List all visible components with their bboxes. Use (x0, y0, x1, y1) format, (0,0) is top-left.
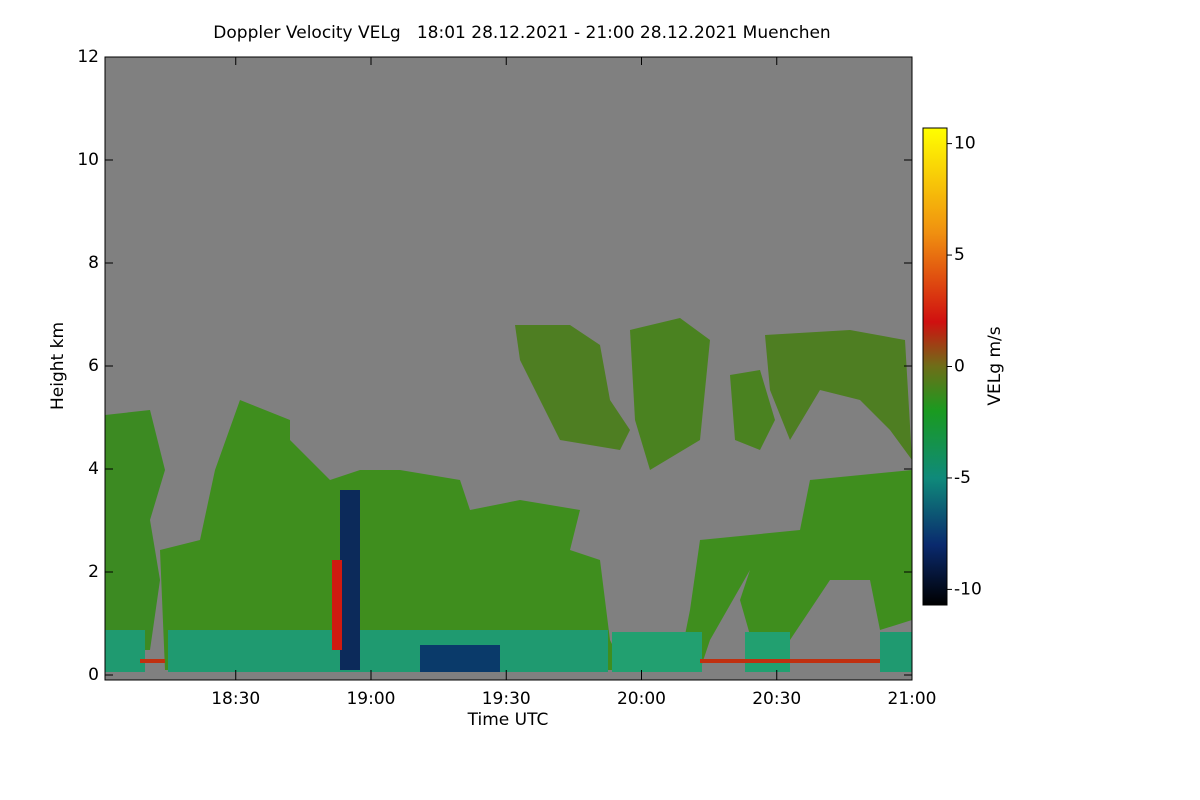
y-tick-label: 0 (88, 665, 99, 685)
colorbar-tick-label: -10 (954, 579, 982, 599)
x-tick-label: 20:30 (752, 689, 801, 709)
y-tick-label: 6 (88, 356, 99, 376)
colorbar (922, 127, 948, 606)
x-tick-label: 19:30 (482, 689, 531, 709)
colorbar-label: VELg m/s (985, 326, 1005, 405)
x-axis-label: Time UTC (467, 710, 549, 730)
colorbar-tick-label: 5 (954, 245, 965, 265)
y-tick-label: 2 (88, 562, 99, 582)
colorbar-tick-label: 10 (954, 134, 976, 154)
x-tick-label: 18:30 (211, 689, 260, 709)
y-tick-label: 4 (88, 459, 99, 479)
colorbar-tick-label: -5 (954, 468, 971, 488)
y-axis-label: Height km (48, 322, 68, 410)
y-tick-label: 8 (88, 253, 99, 273)
chart-title: Doppler Velocity VELg 18:01 28.12.2021 -… (213, 23, 830, 43)
x-tick-label: 21:00 (888, 689, 937, 709)
x-tick-label: 19:00 (346, 689, 395, 709)
y-tick-label: 12 (77, 47, 99, 67)
y-tick-label: 10 (77, 150, 99, 170)
radar-image (104, 56, 913, 681)
x-tick-label: 20:00 (617, 689, 666, 709)
colorbar-tick-label: 0 (954, 357, 965, 377)
